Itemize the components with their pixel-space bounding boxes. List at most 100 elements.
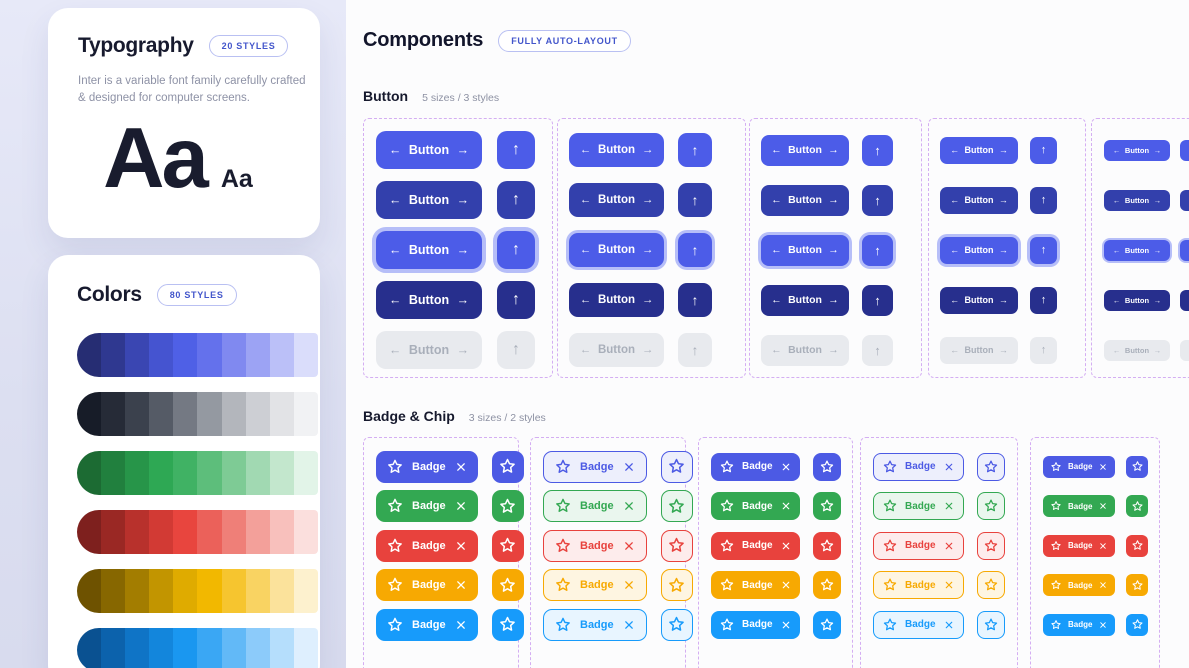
badge-amber[interactable]: Badge [873,571,964,600]
badge-amber[interactable]: Badge [1043,574,1116,597]
icon-button-disabled[interactable]: ↑ [862,334,893,366]
close-icon[interactable] [454,578,468,592]
chip-green[interactable] [812,492,841,521]
close-icon[interactable] [780,579,792,591]
close-icon[interactable] [622,460,636,474]
button-disabled[interactable]: ← Button → [376,331,482,369]
icon-button-focused[interactable]: ↑ [1180,239,1189,261]
button-secondary-dark[interactable]: ← Button → [1104,189,1170,211]
close-icon[interactable] [454,499,468,513]
button-navy[interactable]: ← Button → [761,284,849,316]
close-icon[interactable] [780,461,792,473]
icon-button-navy[interactable]: ↑ [1030,286,1057,314]
badge-green[interactable]: Badge [873,492,964,521]
badge-blue[interactable]: Badge [543,608,647,641]
close-icon[interactable] [780,500,792,512]
icon-button-focused[interactable]: ↑ [1030,236,1057,264]
chip-indigo[interactable] [660,450,693,483]
badge-green[interactable]: Badge [376,490,478,523]
close-icon[interactable] [622,539,636,553]
badge-indigo[interactable]: Badge [376,450,478,483]
chip-amber[interactable] [976,571,1005,600]
icon-button-focused[interactable]: ↑ [497,231,535,269]
close-icon[interactable] [943,579,955,591]
chip-indigo[interactable] [491,450,524,483]
chip-red[interactable] [660,529,693,562]
icon-button-secondary-dark[interactable]: ↑ [1180,189,1189,211]
close-icon[interactable] [943,500,955,512]
button-focused[interactable]: ← Button → [569,233,664,267]
icon-button-disabled[interactable]: ↑ [1180,339,1189,361]
close-icon[interactable] [622,499,636,513]
badge-red[interactable]: Badge [873,531,964,560]
button-focused[interactable]: ← Button → [376,231,482,269]
icon-button-navy[interactable]: ↑ [497,281,535,319]
button-secondary-dark[interactable]: ← Button → [761,184,849,216]
close-icon[interactable] [622,578,636,592]
icon-button-secondary-dark[interactable]: ↑ [497,181,535,219]
chip-blue[interactable] [1126,613,1149,636]
icon-button-primary[interactable]: ↑ [862,134,893,166]
chip-blue[interactable] [491,608,524,641]
button-focused[interactable]: ← Button → [940,236,1018,264]
badge-red[interactable]: Badge [543,529,647,562]
badge-indigo[interactable]: Badge [543,450,647,483]
chip-green[interactable] [491,490,524,523]
close-icon[interactable] [1098,462,1108,472]
close-icon[interactable] [1098,541,1108,551]
icon-button-disabled[interactable]: ↑ [678,333,712,367]
badge-amber[interactable]: Badge [376,569,478,602]
badge-indigo[interactable]: Badge [1043,455,1116,478]
icon-button-navy[interactable]: ↑ [678,283,712,317]
close-icon[interactable] [1098,580,1108,590]
badge-amber[interactable]: Badge [711,571,800,600]
button-secondary-dark[interactable]: ← Button → [940,186,1018,214]
button-focused[interactable]: ← Button → [1104,239,1170,261]
close-icon[interactable] [454,460,468,474]
icon-button-navy[interactable]: ↑ [1180,289,1189,311]
button-disabled[interactable]: ← Button → [1104,339,1170,361]
chip-amber[interactable] [660,569,693,602]
close-icon[interactable] [1098,620,1108,630]
icon-button-disabled[interactable]: ↑ [497,331,535,369]
close-icon[interactable] [454,618,468,632]
button-primary[interactable]: ← Button → [1104,139,1170,161]
icon-button-secondary-dark[interactable]: ↑ [678,183,712,217]
icon-button-focused[interactable]: ↑ [678,233,712,267]
chip-amber[interactable] [491,569,524,602]
chip-amber[interactable] [1126,574,1149,597]
close-icon[interactable] [780,619,792,631]
badge-amber[interactable]: Badge [543,569,647,602]
badge-green[interactable]: Badge [543,490,647,523]
icon-button-primary[interactable]: ↑ [1030,136,1057,164]
icon-button-primary[interactable]: ↑ [497,131,535,169]
icon-button-primary[interactable]: ↑ [678,133,712,167]
close-icon[interactable] [454,539,468,553]
icon-button-focused[interactable]: ↑ [862,234,893,266]
chip-green[interactable] [976,492,1005,521]
button-primary[interactable]: ← Button → [761,134,849,166]
close-icon[interactable] [1098,501,1108,511]
button-primary[interactable]: ← Button → [569,133,664,167]
close-icon[interactable] [780,540,792,552]
chip-blue[interactable] [976,610,1005,639]
chip-indigo[interactable] [812,452,841,481]
chip-indigo[interactable] [976,452,1005,481]
chip-red[interactable] [812,531,841,560]
badge-green[interactable]: Badge [711,492,800,521]
icon-button-navy[interactable]: ↑ [862,284,893,316]
close-icon[interactable] [943,619,955,631]
chip-red[interactable] [491,529,524,562]
button-primary[interactable]: ← Button → [376,131,482,169]
button-secondary-dark[interactable]: ← Button → [569,183,664,217]
button-navy[interactable]: ← Button → [1104,289,1170,311]
icon-button-secondary-dark[interactable]: ↑ [862,184,893,216]
icon-button-disabled[interactable]: ↑ [1030,336,1057,364]
chip-indigo[interactable] [1126,455,1149,478]
button-secondary-dark[interactable]: ← Button → [376,181,482,219]
badge-blue[interactable]: Badge [873,610,964,639]
badge-green[interactable]: Badge [1043,495,1116,518]
button-primary[interactable]: ← Button → [940,136,1018,164]
icon-button-primary[interactable]: ↑ [1180,139,1189,161]
chip-green[interactable] [1126,495,1149,518]
